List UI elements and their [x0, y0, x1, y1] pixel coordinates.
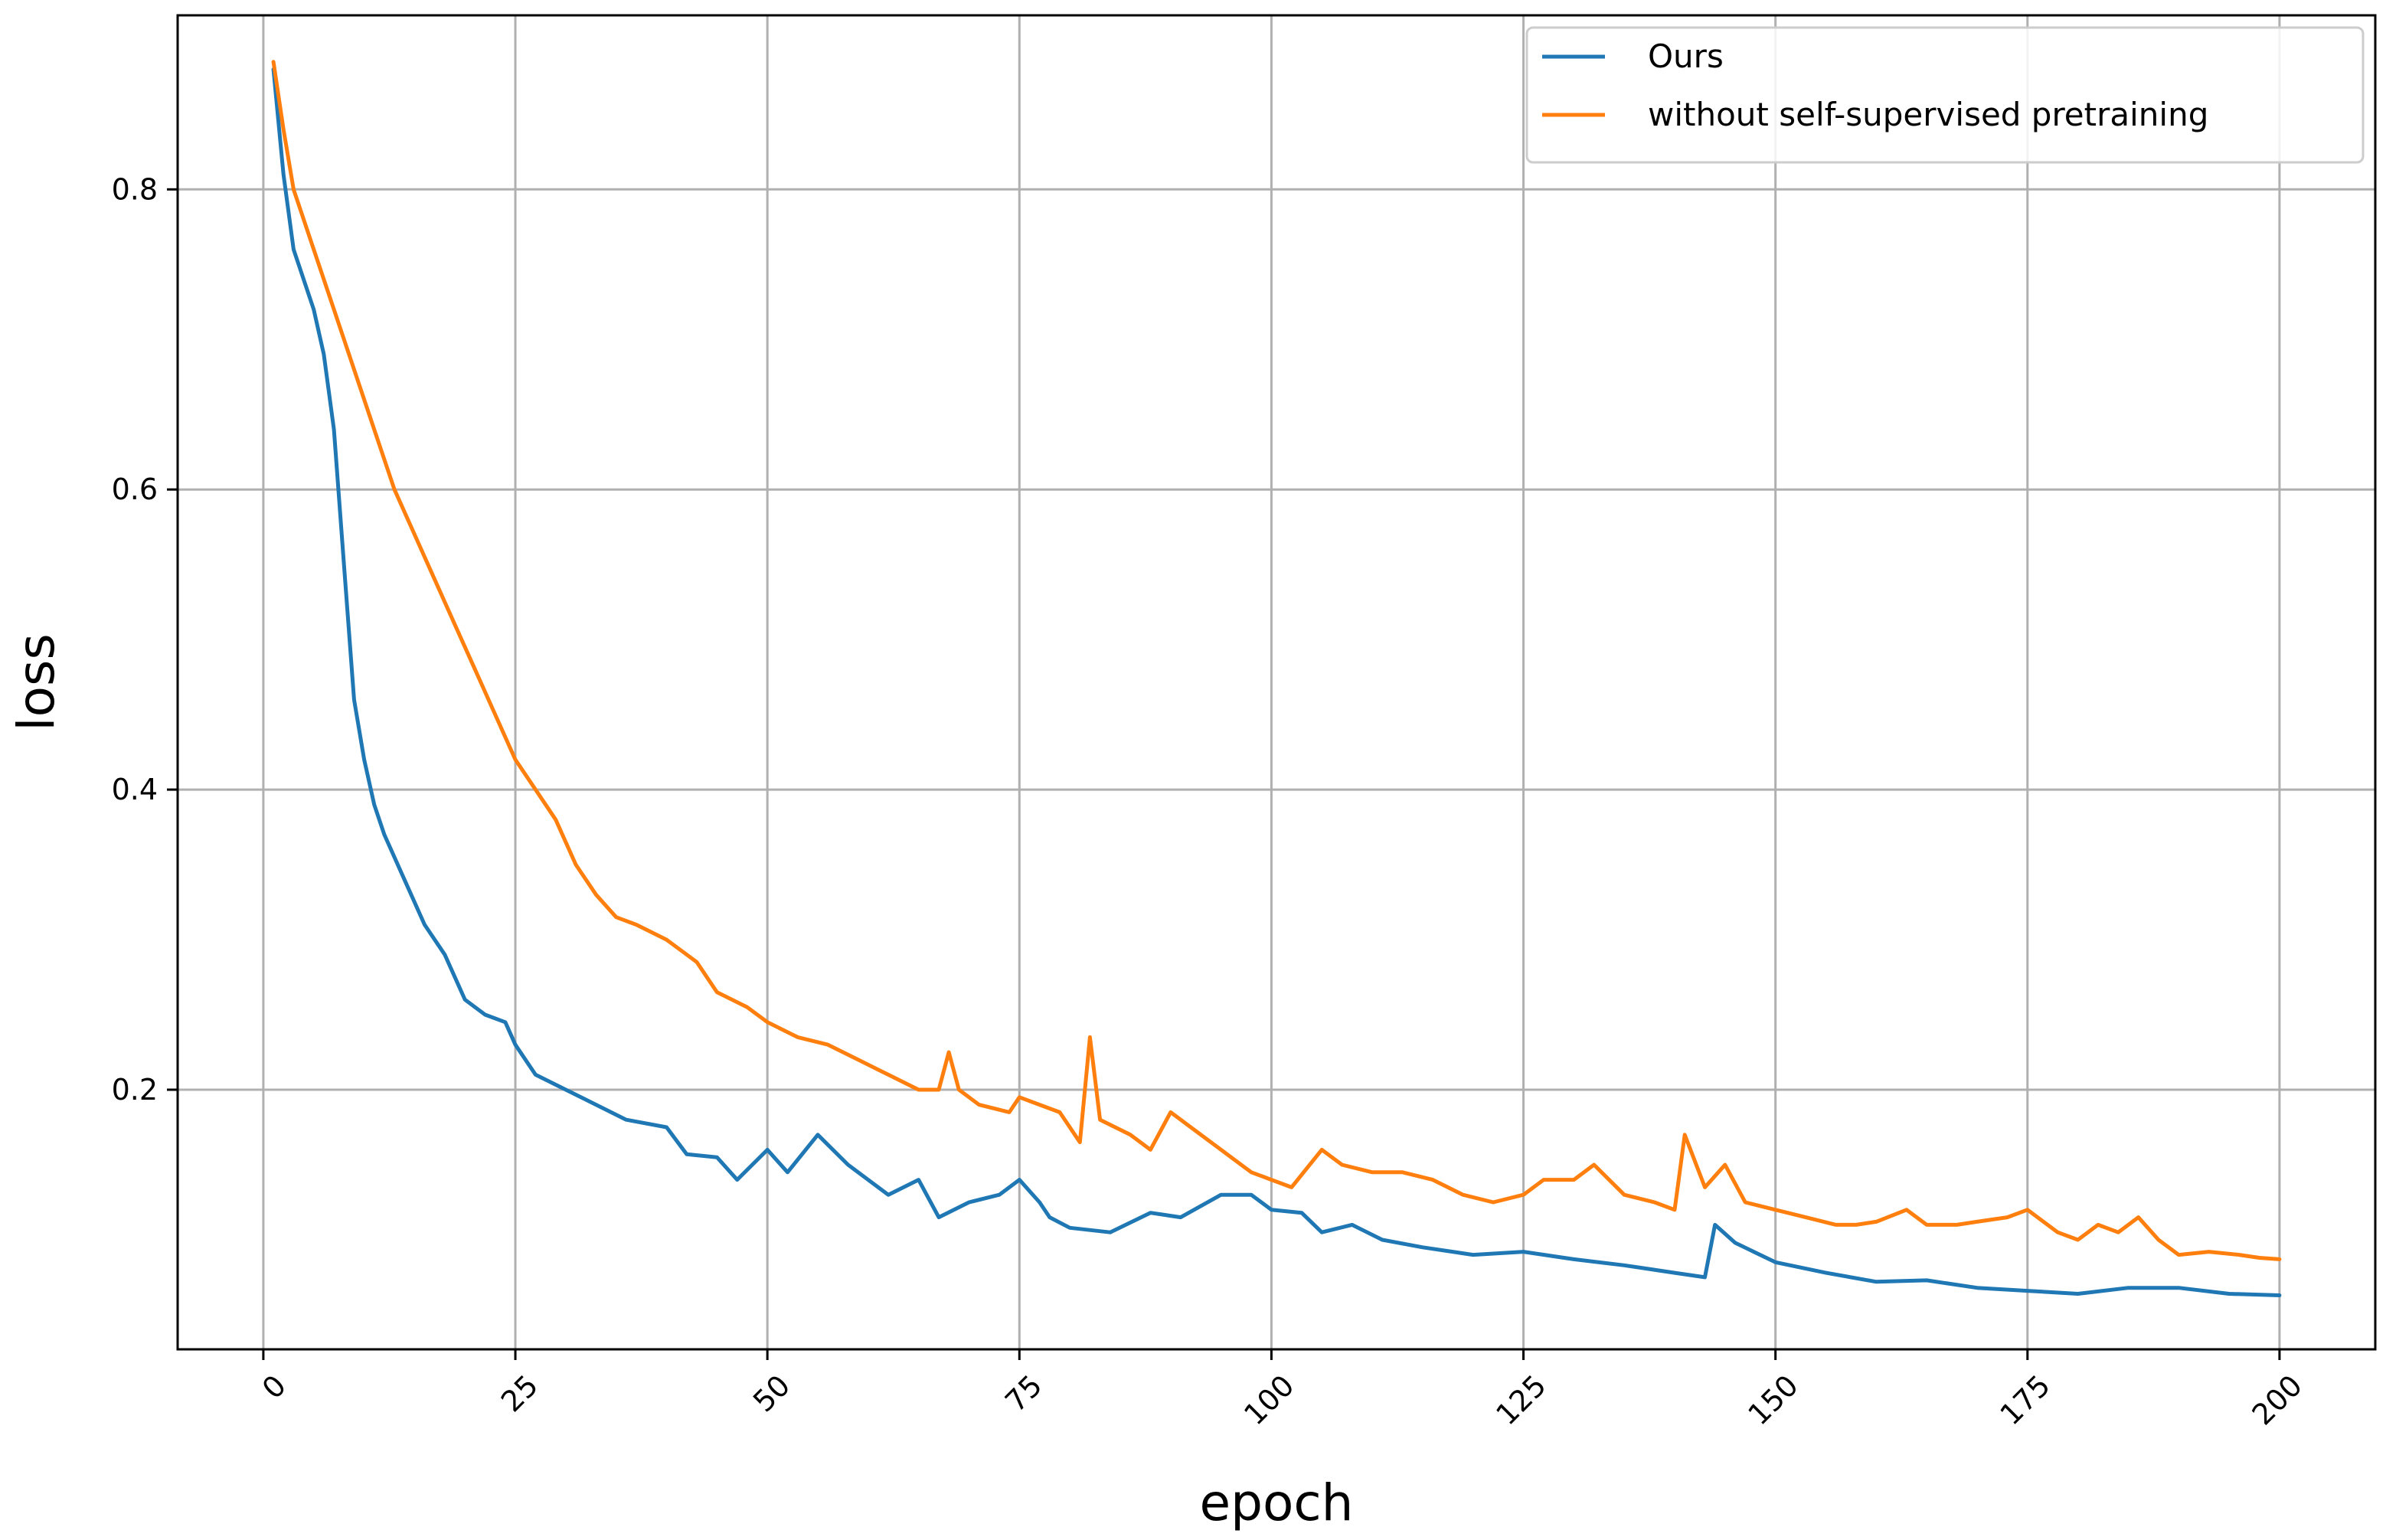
x-tick-label: 175 — [1994, 1368, 2057, 1431]
series-line-ours — [271, 67, 2282, 1297]
x-axis-label: epoch — [1200, 1473, 1354, 1532]
y-axis-ticks: 0.2 0.4 0.6 0.8 — [112, 172, 178, 1107]
legend: Ours without self-supervised pretraining — [1525, 26, 2365, 164]
y-tick-label: 0.4 — [112, 773, 158, 806]
legend-label-without-pretraining: without self-supervised pretraining — [1648, 96, 2208, 133]
x-tick-label: 150 — [1741, 1368, 1804, 1431]
series-lines — [271, 60, 2282, 1297]
legend-label-ours: Ours — [1648, 38, 1724, 75]
x-tick-label: 0 — [256, 1368, 293, 1405]
x-tick-label: 25 — [495, 1368, 544, 1418]
legend-box — [1525, 26, 2365, 164]
y-tick-label: 0.6 — [112, 472, 158, 506]
series-line-without-pretraining — [271, 60, 2282, 1261]
x-tick-label: 125 — [1489, 1368, 1552, 1431]
plot-frame — [176, 14, 2377, 1351]
x-tick-label: 100 — [1237, 1368, 1300, 1431]
y-axis-label: loss — [7, 633, 66, 731]
x-tick-label: 75 — [999, 1368, 1048, 1418]
y-tick-label: 0.2 — [112, 1073, 158, 1107]
x-axis-ticks: 0 25 50 75 100 125 150 175 200 — [256, 1349, 2309, 1431]
y-tick-label: 0.8 — [112, 172, 158, 206]
x-tick-label: 200 — [2246, 1368, 2309, 1431]
grid — [178, 15, 2375, 1349]
x-tick-label: 50 — [747, 1368, 796, 1418]
